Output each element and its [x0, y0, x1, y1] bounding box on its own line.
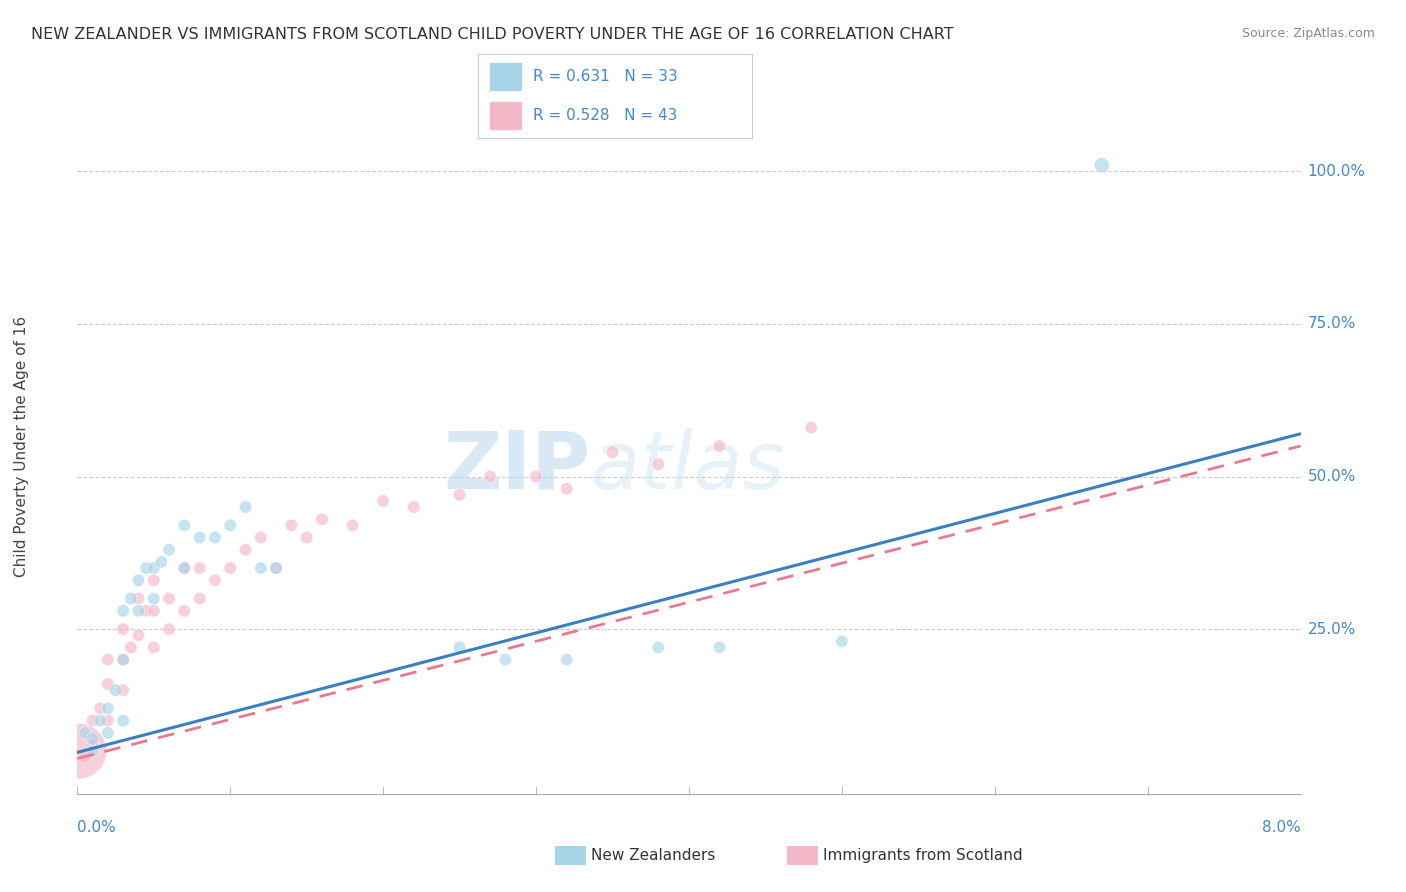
Point [831, 634, 853, 648]
Text: 75.0%: 75.0% [1308, 317, 1355, 332]
Text: 100.0%: 100.0% [1308, 164, 1365, 179]
Point [120, 591, 142, 606]
Point [709, 439, 731, 453]
Point [709, 640, 731, 655]
Point [342, 518, 364, 533]
Text: ZIP: ZIP [444, 428, 591, 506]
Point [219, 518, 242, 533]
Point [142, 604, 165, 618]
Point [73, 750, 96, 764]
Point [250, 531, 273, 545]
Point [800, 420, 823, 434]
Point [97, 726, 120, 740]
Text: NEW ZEALANDER VS IMMIGRANTS FROM SCOTLAND CHILD POVERTY UNDER THE AGE OF 16 CORR: NEW ZEALANDER VS IMMIGRANTS FROM SCOTLAN… [31, 27, 953, 42]
Point [135, 604, 157, 618]
Point [602, 445, 624, 459]
Point [264, 561, 287, 575]
FancyBboxPatch shape [489, 62, 522, 91]
Point [647, 640, 669, 655]
Point [371, 494, 394, 508]
Point [295, 531, 318, 545]
Point [112, 652, 135, 666]
Point [89, 701, 111, 715]
Point [142, 574, 165, 588]
Point [204, 531, 226, 545]
Point [127, 628, 149, 642]
Point [555, 652, 578, 666]
Point [127, 591, 149, 606]
Point [1091, 158, 1114, 172]
Point [104, 683, 127, 698]
Text: Source: ZipAtlas.com: Source: ZipAtlas.com [1241, 27, 1375, 40]
Point [173, 561, 195, 575]
Text: R = 0.631   N = 33: R = 0.631 N = 33 [533, 69, 678, 84]
Point [402, 500, 425, 514]
Text: 8.0%: 8.0% [1261, 821, 1301, 835]
Point [280, 518, 302, 533]
Text: R = 0.528   N = 43: R = 0.528 N = 43 [533, 108, 678, 123]
Point [449, 640, 471, 655]
Text: 25.0%: 25.0% [1308, 622, 1355, 637]
Point [89, 714, 111, 728]
Text: 50.0%: 50.0% [1308, 469, 1355, 484]
Point [150, 555, 173, 569]
Text: atlas: atlas [591, 428, 786, 506]
Point [127, 604, 149, 618]
Point [142, 561, 165, 575]
Point [112, 683, 135, 698]
Point [173, 518, 195, 533]
Point [188, 561, 211, 575]
Text: 0.0%: 0.0% [77, 821, 117, 835]
Point [157, 622, 180, 636]
Point [235, 500, 257, 514]
Point [97, 677, 120, 691]
Point [127, 574, 149, 588]
Point [235, 542, 257, 557]
Point [449, 488, 471, 502]
Point [112, 622, 135, 636]
Point [188, 531, 211, 545]
Point [112, 652, 135, 666]
Point [479, 469, 502, 483]
Text: New Zealanders: New Zealanders [591, 848, 714, 863]
Point [647, 458, 669, 472]
Point [204, 574, 226, 588]
Point [264, 561, 287, 575]
Point [555, 482, 578, 496]
Point [73, 726, 96, 740]
Point [188, 591, 211, 606]
Point [67, 744, 90, 758]
Point [112, 604, 135, 618]
Point [142, 640, 165, 655]
Point [173, 561, 195, 575]
Point [250, 561, 273, 575]
Point [82, 731, 104, 746]
Point [311, 512, 333, 526]
Point [112, 714, 135, 728]
Point [82, 744, 104, 758]
Point [157, 591, 180, 606]
Point [97, 652, 120, 666]
Point [82, 738, 104, 752]
Text: Immigrants from Scotland: Immigrants from Scotland [823, 848, 1022, 863]
FancyBboxPatch shape [489, 101, 522, 130]
Point [173, 604, 195, 618]
Point [120, 640, 142, 655]
Point [142, 591, 165, 606]
Point [524, 469, 547, 483]
Point [97, 701, 120, 715]
Point [135, 561, 157, 575]
Point [82, 714, 104, 728]
Point [97, 714, 120, 728]
Text: Child Poverty Under the Age of 16: Child Poverty Under the Age of 16 [14, 316, 28, 576]
Point [219, 561, 242, 575]
Point [157, 542, 180, 557]
Point [495, 652, 517, 666]
